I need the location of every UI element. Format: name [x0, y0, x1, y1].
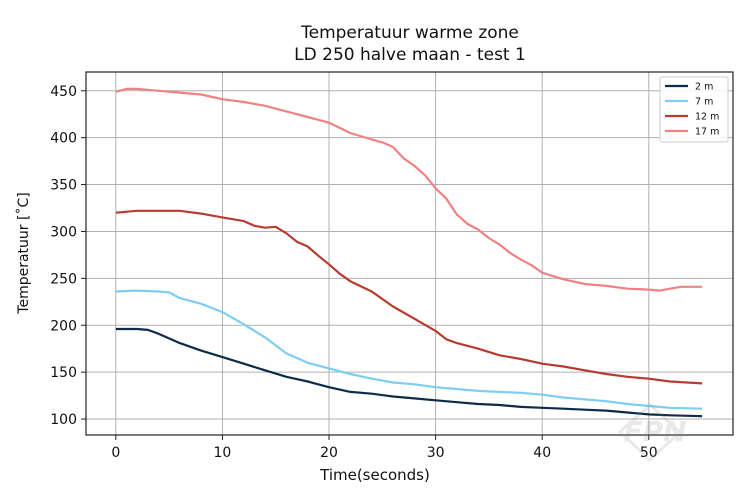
x-tick-label: 10: [214, 445, 232, 461]
grid: [86, 72, 733, 435]
series-line-7m: [115, 289, 703, 410]
y-tick-label: 350: [50, 178, 77, 194]
series-line-12m: [115, 209, 703, 385]
y-tick-label: 150: [50, 365, 77, 381]
series-line-2m: [115, 327, 703, 418]
legend-entry: 12 m: [695, 112, 719, 123]
x-tick-label: 50: [640, 445, 658, 461]
legend-entry: 7 m: [695, 97, 713, 108]
legend-entry: 2 m: [695, 82, 713, 93]
plot-area: [115, 87, 703, 418]
y-tick-label: 200: [50, 318, 77, 334]
axes-frame: [85, 71, 734, 436]
y-tick-label: 300: [50, 224, 77, 240]
y-tick-label: 250: [50, 271, 77, 287]
legend: 2 m 7 m 12 m 17 m: [659, 76, 729, 143]
ticks: 0 10 20 30 40 50 100 150 200 250 300 350 400 450: [50, 84, 657, 461]
x-tick-label: 20: [320, 445, 338, 461]
x-tick-label: 40: [533, 445, 551, 461]
legend-entry: 17 m: [695, 127, 719, 138]
x-tick-label: 30: [427, 445, 445, 461]
y-tick-label: 100: [50, 412, 77, 428]
chart-title-line-2: LD 250 halve maan - test 1: [294, 45, 526, 65]
y-axis-label: Temperatuur [˚C]: [15, 192, 32, 314]
legend-box: [659, 76, 729, 143]
series-line-17m: [115, 87, 703, 292]
x-tick-label: 0: [111, 445, 120, 461]
x-axis-label: Time(seconds): [319, 466, 430, 484]
watermark-logo: FPN: [617, 402, 687, 463]
svg-text:FPN: FPN: [623, 415, 686, 448]
chart-title-line-1: Temperatuur warme zone: [300, 23, 519, 43]
y-tick-label: 400: [50, 131, 77, 147]
y-tick-label: 450: [50, 84, 77, 100]
